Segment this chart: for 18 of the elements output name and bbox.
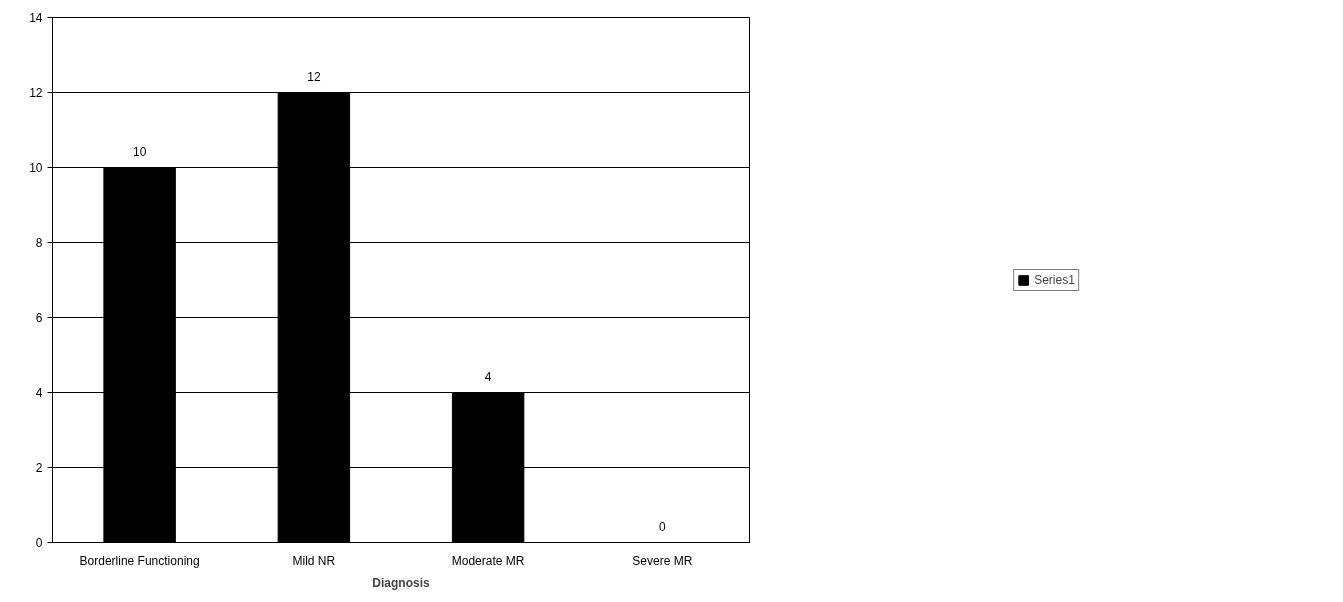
y-tick-label: 0 (35, 536, 43, 550)
x-tick-label: Severe MR (632, 553, 693, 568)
data-label: 0 (659, 519, 667, 534)
y-tick-label: 4 (35, 386, 43, 400)
y-tick-label: 10 (29, 161, 43, 175)
y-tick-label: 2 (35, 461, 43, 475)
legend-label: Series1 (1034, 272, 1075, 287)
x-tick-label: Mild NR (292, 553, 336, 568)
y-tick-label: 6 (35, 311, 43, 325)
x-tick-label: Moderate MR (451, 553, 525, 568)
data-label: 4 (484, 369, 492, 384)
data-label: 10 (132, 144, 147, 159)
x-axis-title: Diagnosis (372, 575, 430, 590)
y-tick-label: 8 (35, 236, 43, 250)
x-tick-label: Borderline Functioning (79, 553, 200, 568)
y-tick-label: 14 (29, 11, 43, 25)
data-label: 12 (307, 69, 321, 84)
y-tick-label: 12 (29, 86, 43, 100)
